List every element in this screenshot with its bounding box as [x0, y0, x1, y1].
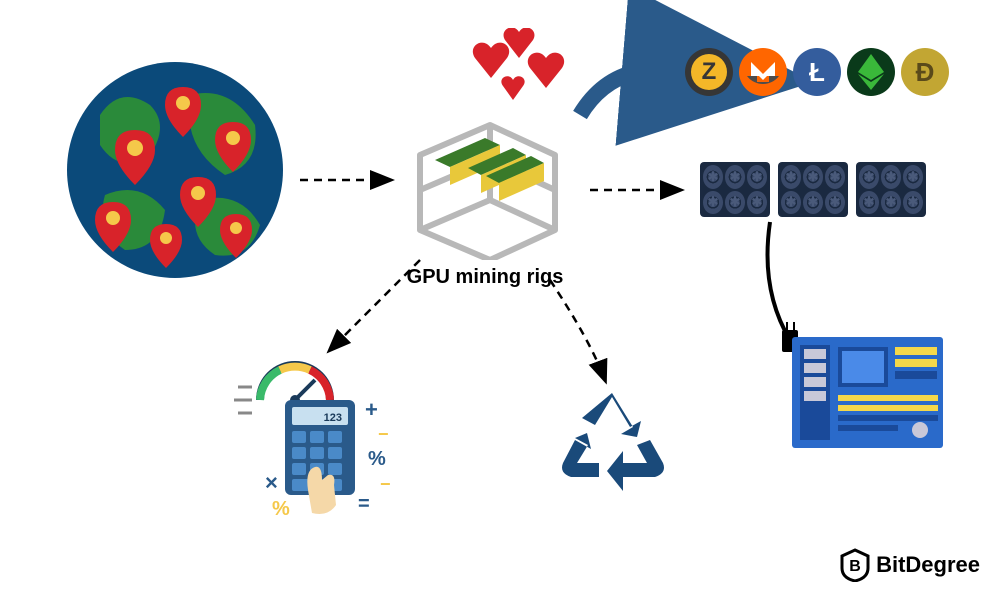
coin-eth-classic [847, 48, 895, 96]
cable-fans-mb [768, 222, 791, 340]
globe-icon [60, 55, 290, 285]
svg-text:×: × [265, 470, 278, 495]
gpu-rig-icon [400, 105, 570, 260]
svg-text:B: B [849, 558, 861, 575]
fan-units [700, 162, 926, 217]
fan-unit-icon [856, 162, 926, 217]
logo-text: BitDegree [876, 552, 980, 578]
svg-text:%: % [368, 448, 386, 470]
hearts-icon [455, 28, 575, 108]
svg-text:%: % [272, 498, 290, 520]
fan-unit-icon [778, 162, 848, 217]
svg-text:−: − [380, 474, 391, 494]
svg-text:−: − [378, 424, 389, 444]
coin-dogecoin: Ð [901, 48, 949, 96]
fan-unit-icon [700, 162, 770, 217]
svg-text:123: 123 [324, 412, 342, 424]
calculator-icon: 123 + − % − = × % [230, 345, 405, 520]
bitdegree-logo: B BitDegree [840, 548, 980, 582]
recycle-icon [555, 385, 670, 500]
rig-label: GPU mining rigs [400, 266, 570, 289]
arrow-rig-recycle [550, 280, 605, 380]
coin-monero [739, 48, 787, 96]
coin-zcash: Z [685, 48, 733, 96]
arrow-rig-crypto [580, 70, 670, 115]
motherboard-icon [790, 335, 945, 450]
svg-text:=: = [358, 493, 370, 515]
crypto-coins: Z Ł Ð [685, 48, 949, 96]
coin-litecoin: Ł [793, 48, 841, 96]
svg-text:+: + [365, 397, 378, 422]
logo-shield-icon: B [840, 548, 870, 582]
